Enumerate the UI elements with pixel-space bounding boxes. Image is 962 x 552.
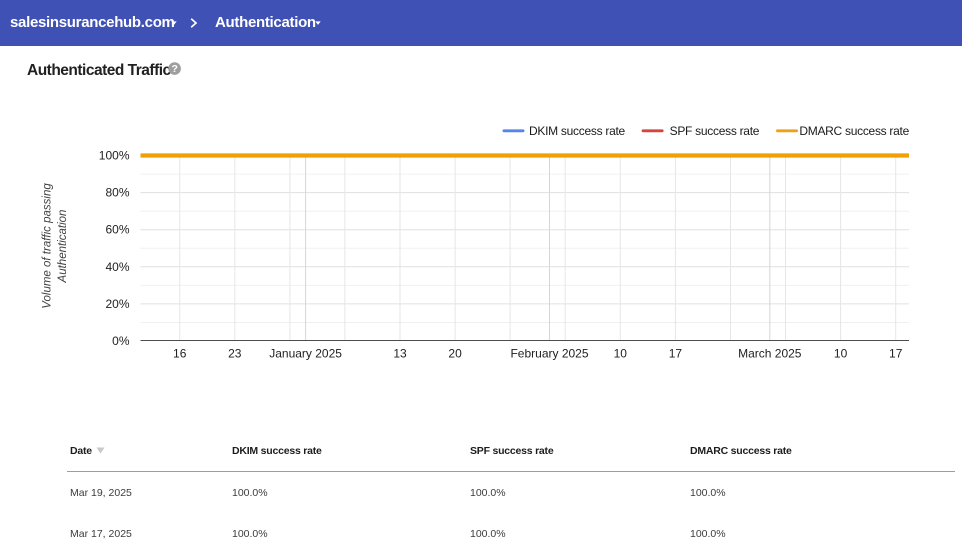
svg-text:Volume of traffic passing: Volume of traffic passing bbox=[42, 183, 54, 309]
svg-text:SPF success rate: SPF success rate bbox=[670, 124, 760, 138]
svg-text:20%: 20% bbox=[105, 297, 129, 311]
svg-text:10: 10 bbox=[614, 347, 628, 361]
svg-text:DKIM success rate: DKIM success rate bbox=[529, 124, 626, 138]
svg-text:January 2025: January 2025 bbox=[269, 347, 342, 361]
svg-text:March 2025: March 2025 bbox=[738, 347, 802, 361]
svg-text:10: 10 bbox=[834, 347, 848, 361]
svg-text:40%: 40% bbox=[105, 260, 129, 274]
svg-text:60%: 60% bbox=[105, 223, 129, 237]
svg-text:February 2025: February 2025 bbox=[510, 347, 588, 361]
svg-text:17: 17 bbox=[889, 347, 903, 361]
svg-text:DMARC success rate: DMARC success rate bbox=[799, 124, 909, 138]
svg-text:80%: 80% bbox=[105, 186, 129, 200]
svg-text:0%: 0% bbox=[112, 334, 130, 348]
svg-text:20: 20 bbox=[448, 347, 462, 361]
svg-text:17: 17 bbox=[669, 347, 683, 361]
svg-text:Authentication: Authentication bbox=[57, 210, 69, 284]
svg-text:100%: 100% bbox=[99, 149, 130, 163]
svg-text:16: 16 bbox=[173, 347, 187, 361]
svg-text:13: 13 bbox=[393, 347, 407, 361]
svg-text:?: ? bbox=[171, 63, 177, 75]
svg-text:23: 23 bbox=[228, 347, 242, 361]
